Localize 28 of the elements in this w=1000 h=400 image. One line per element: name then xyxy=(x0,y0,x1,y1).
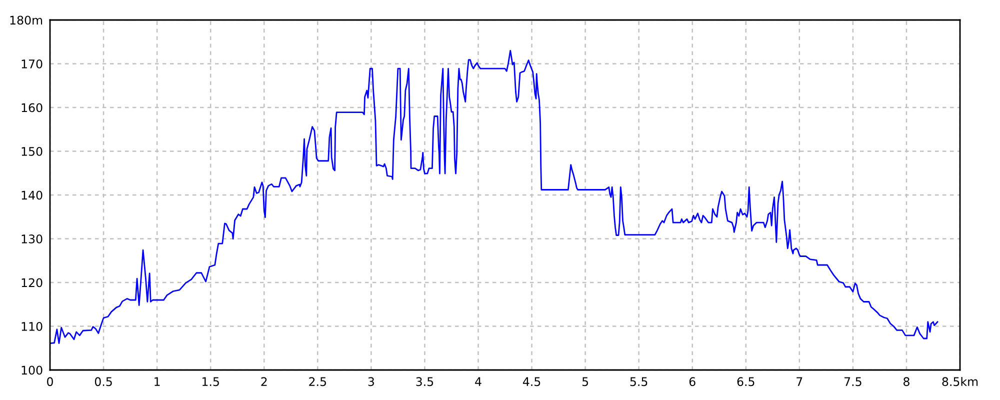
x-tick-label: 8.5km xyxy=(942,376,978,386)
x-tick-label: 7 xyxy=(796,377,802,386)
y-tick-label: 140 xyxy=(22,190,42,200)
y-tick-label: 150 xyxy=(22,146,42,156)
y-tick-label: 100 xyxy=(22,366,42,375)
y-tick-label: 180m xyxy=(10,16,42,25)
y-tick-label: 160 xyxy=(22,103,42,112)
x-tick-label: 8 xyxy=(904,377,910,386)
x-tick-label: 5.5 xyxy=(630,377,648,386)
x-tick-label: 1 xyxy=(154,377,160,386)
x-tick-label: 2.5 xyxy=(309,377,326,386)
y-tick-label: 120 xyxy=(22,278,42,288)
x-tick-label: 6.5 xyxy=(737,377,754,386)
x-tick-label: 0 xyxy=(47,377,53,386)
x-tick-label: 0.5 xyxy=(94,377,112,386)
y-tick-label: 170 xyxy=(22,59,42,68)
x-tick-label: 1.5 xyxy=(202,377,219,386)
x-tick-label: 6 xyxy=(689,377,696,386)
x-tick-label: 7.5 xyxy=(844,377,862,386)
line-series xyxy=(50,50,938,344)
x-tick-label: 4 xyxy=(475,377,482,386)
x-tick-label: 5 xyxy=(582,377,588,386)
x-tick-label: 3 xyxy=(368,377,374,386)
x-tick-label: 3.5 xyxy=(416,377,434,386)
x-tick-label: 4.5 xyxy=(522,377,540,386)
x-tick-label: 2 xyxy=(261,377,267,386)
y-tick-label: 130 xyxy=(22,234,42,244)
y-tick-label: 110 xyxy=(22,322,42,331)
